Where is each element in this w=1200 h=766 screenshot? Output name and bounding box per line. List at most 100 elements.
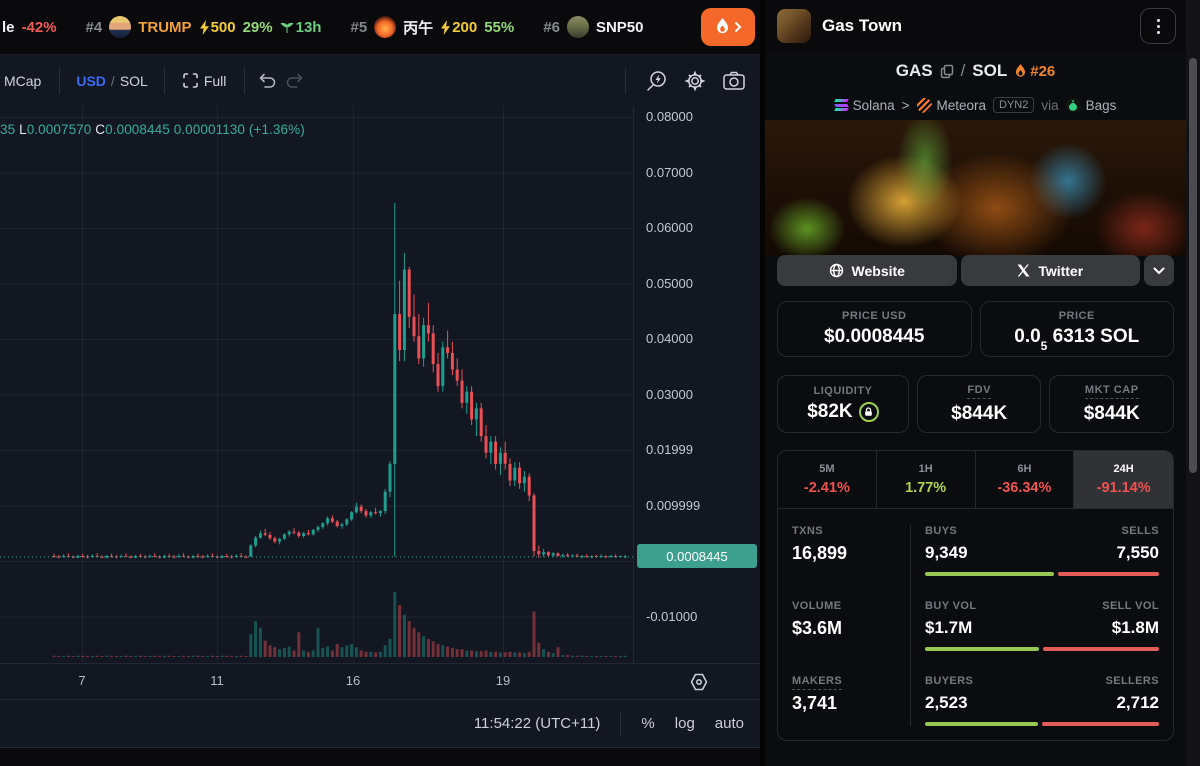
sellers-value: 2,712 bbox=[1116, 693, 1159, 712]
copy-address-button[interactable] bbox=[940, 64, 954, 79]
scrollbar-thumb[interactable] bbox=[1189, 58, 1197, 473]
flame-icon bbox=[716, 18, 728, 34]
candlestick-chart[interactable] bbox=[0, 106, 633, 663]
token-title: Gas Town bbox=[822, 16, 902, 35]
tradingview-logo-button[interactable] bbox=[688, 671, 710, 693]
mcap-toggle-button[interactable]: MCap bbox=[0, 67, 51, 95]
ticker-item-bingwu[interactable]: #5 丙午 200 55% bbox=[350, 16, 514, 38]
fdv-value: $844K bbox=[951, 402, 1008, 424]
quick-search-button[interactable] bbox=[642, 66, 672, 96]
buys-sells-bar bbox=[925, 572, 1159, 576]
bags-icon bbox=[1065, 97, 1081, 113]
buys-label: BUYS bbox=[925, 525, 958, 537]
sol-toggle-button[interactable]: SOL bbox=[118, 67, 150, 95]
boost-rank-badge[interactable]: #26 bbox=[1014, 63, 1055, 80]
mkt-cap-value: $844K bbox=[1083, 402, 1140, 424]
token-avatar bbox=[777, 9, 811, 43]
sell-vol-value: $1.8M bbox=[1111, 618, 1159, 637]
meteora-icon bbox=[916, 97, 932, 113]
undo-button[interactable] bbox=[253, 68, 281, 94]
chevron-down-icon bbox=[1153, 267, 1165, 274]
tab-5m[interactable]: 5M -2.41% bbox=[778, 451, 877, 508]
price-tick-label: 0.01999 bbox=[646, 442, 693, 457]
redo-icon bbox=[287, 73, 304, 88]
boost-badge: 200 bbox=[440, 19, 477, 36]
price-sol-label: PRICE bbox=[1058, 309, 1095, 322]
price-tick-label: 0.05000 bbox=[646, 275, 693, 291]
liquidity-boxes-row: LIQUIDITY $82K FDV $844K MKT CAP $844K bbox=[765, 375, 1186, 433]
auto-scale-button[interactable]: auto bbox=[714, 715, 744, 732]
globe-icon bbox=[829, 263, 843, 278]
price-tick-label: -0.01000 bbox=[646, 608, 698, 624]
time-tick-label: 16 bbox=[345, 673, 361, 688]
token-avatar bbox=[374, 16, 397, 38]
tab-6h[interactable]: 6H -36.34% bbox=[976, 451, 1075, 508]
stats-divider bbox=[910, 525, 911, 726]
log-scale-button[interactable]: log bbox=[674, 715, 695, 732]
gear-icon bbox=[684, 69, 706, 92]
makers-label[interactable]: MAKERS bbox=[792, 675, 896, 690]
usd-toggle-button[interactable]: USD bbox=[74, 67, 108, 95]
tab-1h[interactable]: 1H 1.77% bbox=[877, 451, 976, 508]
undo-icon bbox=[259, 73, 276, 88]
toolbar-divider bbox=[625, 67, 626, 94]
ticker-change: -42% bbox=[21, 18, 57, 36]
token-avatar bbox=[109, 16, 132, 38]
lightning-search-icon bbox=[647, 70, 666, 91]
pair-separator: / bbox=[960, 61, 966, 80]
links-row: Website Twitter bbox=[765, 255, 1186, 286]
launchpad-link[interactable]: Bags bbox=[1065, 97, 1116, 113]
buyers-value: 2,523 bbox=[925, 693, 968, 712]
chain-separator: > bbox=[901, 97, 910, 113]
timezone-button[interactable]: 11:54:22 (UTC+11) bbox=[473, 715, 601, 732]
token-age: 13h bbox=[280, 19, 321, 36]
trending-ticker-bar: le -42% #4 TRUMP 500 29% 13h #5 丙午 200 5… bbox=[0, 0, 760, 54]
twitter-button[interactable]: Twitter bbox=[960, 255, 1140, 286]
trending-expand-button[interactable] bbox=[701, 8, 755, 46]
fullscreen-button[interactable]: Full bbox=[173, 67, 237, 95]
network-link[interactable]: Solana bbox=[833, 98, 895, 113]
ticker-item-snp50[interactable]: #6 SNP50 bbox=[543, 16, 643, 38]
ticker-symbol: 丙午 bbox=[403, 19, 434, 37]
price-sol-value: 0.05 6313 SOL bbox=[1014, 325, 1140, 353]
mkt-cap-label[interactable]: MKT CAP bbox=[1084, 384, 1139, 399]
website-button[interactable]: Website bbox=[777, 255, 957, 286]
dex-link[interactable]: Meteora bbox=[916, 97, 986, 113]
makers-block: MAKERS 3,741 bbox=[792, 675, 896, 714]
fdv-label[interactable]: FDV bbox=[967, 384, 991, 399]
ticker-symbol: TRUMP bbox=[138, 18, 192, 36]
more-links-button[interactable] bbox=[1144, 255, 1174, 286]
stats-left-column: TXNS 16,899 VOLUME $3.6M MAKERS 3,741 bbox=[792, 525, 896, 726]
toolbar-divider bbox=[59, 67, 61, 94]
camera-icon bbox=[723, 71, 745, 90]
redo-button[interactable] bbox=[281, 68, 309, 94]
timeframe-selector: 5M -2.41% 1H 1.77% 6H -36.34% 24H -91.14… bbox=[778, 451, 1173, 509]
sells-value: 7,550 bbox=[1116, 543, 1159, 562]
price-axis[interactable]: 0.0008445 0.08000 0.07000 0.06000 0.05000 0.… bbox=[633, 106, 760, 663]
tab-24h[interactable]: 24H -91.14% bbox=[1074, 451, 1173, 508]
ticker-change: 29% bbox=[242, 18, 273, 36]
screenshot-button[interactable] bbox=[718, 66, 750, 96]
flame-icon bbox=[1016, 63, 1026, 77]
ticker-item-trump[interactable]: #4 TRUMP 500 29% 13h bbox=[86, 16, 321, 38]
fdv-box: FDV $844K bbox=[916, 375, 1042, 433]
kebab-menu-button[interactable] bbox=[1140, 8, 1176, 44]
chart-toolbar: MCap USD / SOL Full bbox=[0, 54, 760, 106]
stats-right-column: BUYS SELLS 9,349 7,550 BUY VOL bbox=[925, 525, 1159, 726]
currency-toggle: USD / SOL bbox=[68, 67, 155, 95]
column-divider[interactable] bbox=[760, 0, 765, 766]
pool-type-badge[interactable]: DYN2 bbox=[993, 97, 1035, 113]
time-axis[interactable]: 7 11 16 19 bbox=[0, 663, 760, 699]
ticker-rank: #6 bbox=[543, 18, 560, 36]
ticker-item-partial[interactable]: le -42% bbox=[2, 19, 57, 36]
ohlc-readout: 35 L0.0007570 C0.0008445 0.00001130 (+1.… bbox=[0, 122, 305, 137]
settings-button[interactable] bbox=[680, 66, 710, 96]
sellers-label: SELLERS bbox=[1105, 675, 1159, 687]
ticker-symbol: SNP50 bbox=[595, 18, 644, 36]
percent-scale-button[interactable]: % bbox=[641, 715, 655, 732]
sells-label: SELLS bbox=[1121, 525, 1159, 537]
price-tick-label: 0.07000 bbox=[646, 164, 693, 180]
lock-icon bbox=[858, 402, 879, 422]
lightning-icon bbox=[441, 19, 451, 35]
